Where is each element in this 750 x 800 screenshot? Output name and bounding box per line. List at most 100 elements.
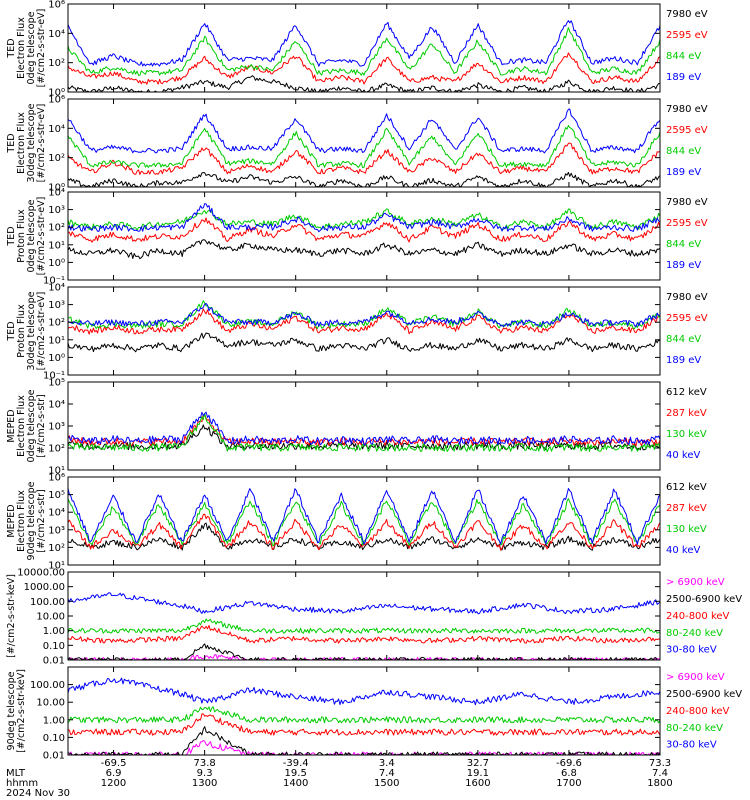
y-tick-label: 0.10 bbox=[43, 641, 65, 652]
series-line-30-80-kev bbox=[68, 592, 660, 615]
panel-traces bbox=[68, 488, 660, 551]
y-tick-label: 100.00 bbox=[30, 680, 65, 691]
series-line-130-kev bbox=[68, 498, 660, 546]
legend-entry: 40 keV bbox=[666, 545, 700, 556]
legend-entry: 287 keV bbox=[666, 503, 707, 514]
y-tick-label: 10.00 bbox=[36, 612, 65, 623]
legend-entry: 30-80 keV bbox=[666, 740, 717, 751]
series-line-7980-ev bbox=[68, 171, 660, 187]
series-line-30-80-kev bbox=[68, 677, 660, 706]
series-line-2500-6900-kev bbox=[68, 643, 660, 660]
x-tick-label: 73.8 bbox=[193, 758, 215, 769]
y-tick-label: 10² bbox=[48, 58, 65, 69]
series-line-80-240-kev bbox=[68, 706, 660, 724]
y-tick-label: 10⁵ bbox=[48, 378, 65, 389]
panel-7: 0.01 0.10 1.00 10.00 100.00 1000.00 10000.00[#… bbox=[6, 568, 742, 667]
y-tick-label: 10⁴ bbox=[48, 124, 65, 135]
legend-entry: > 6900 keV bbox=[666, 577, 725, 588]
y-axis-label: MEPED bbox=[6, 504, 17, 537]
y-axis-label: [#/cm2-s-str-eV] bbox=[36, 197, 47, 276]
legend-entry: > 6900 keV bbox=[666, 672, 725, 683]
y-tick-label: 10¹ bbox=[48, 466, 65, 477]
panel-frame bbox=[67, 476, 661, 566]
series-line-844-ev bbox=[68, 208, 660, 231]
panel-4: 10⁻¹ 10⁰ 10¹ 10² 10³ 10⁴ TED Proton Flux 30deg t… bbox=[6, 283, 708, 382]
y-axis-label: [#/cm2-s-str-eV] bbox=[36, 292, 47, 371]
y-tick-label: 10⁻¹ bbox=[43, 276, 65, 287]
y-axis-label: TED bbox=[6, 226, 17, 246]
y-axis-label: [#/cm2-s-str-eV] bbox=[36, 9, 47, 88]
y-tick-label: 10000.00 bbox=[17, 568, 65, 579]
panel-traces bbox=[68, 300, 660, 353]
y-tick-label: 10⁴ bbox=[48, 188, 65, 199]
y-axis-label: 0deg telescope bbox=[26, 11, 37, 84]
legend-entry: 844 eV bbox=[666, 334, 701, 345]
date-label: 2024 Nov 30 bbox=[6, 788, 70, 799]
legend-entry: 7980 eV bbox=[666, 104, 708, 115]
series-line-2595-ev bbox=[68, 217, 660, 243]
legend-entry: 80-240 keV bbox=[666, 628, 723, 639]
y-tick-label: 10³ bbox=[48, 300, 65, 311]
x-tick-label: 19.1 bbox=[467, 768, 489, 779]
x-tick-label: 1400 bbox=[283, 778, 308, 789]
y-axis-label: Proton Flux bbox=[16, 209, 27, 263]
y-tick-label: 1.00 bbox=[43, 715, 65, 726]
y-tick-label: 10² bbox=[48, 153, 65, 164]
y-axis-label: Electron Flux bbox=[16, 395, 27, 457]
legend-entry: 2500-6900 keV bbox=[666, 594, 742, 605]
y-tick-label: 10⁰ bbox=[48, 353, 65, 364]
panel-frame bbox=[67, 666, 661, 756]
panel-frame bbox=[67, 381, 661, 471]
panel-frame bbox=[67, 3, 661, 93]
x-tick-label: -39.4 bbox=[283, 758, 309, 769]
legend-entry: 844 eV bbox=[666, 146, 701, 157]
x-tick-label: 9.3 bbox=[197, 768, 213, 779]
y-tick-label: 10¹ bbox=[48, 240, 65, 251]
legend-entry: 189 eV bbox=[666, 167, 701, 178]
y-tick-label: 0.01 bbox=[43, 751, 65, 762]
y-tick-label: 10⁴ bbox=[48, 508, 65, 519]
panel-frame bbox=[67, 191, 661, 281]
y-axis-label: [#/cm2-s-str] bbox=[36, 394, 47, 457]
legend-entry: 287 keV bbox=[666, 408, 707, 419]
y-tick-label: 10² bbox=[48, 223, 65, 234]
y-axis-label: MEPED bbox=[6, 409, 17, 442]
panel-2: 10⁰ 10² 10⁴ 10⁶ TED Electron Flux 30deg telesc… bbox=[6, 95, 708, 194]
series-line-844-ev bbox=[68, 300, 660, 330]
y-axis-label: Electron Flux bbox=[16, 490, 27, 552]
x-tick-label: 3.4 bbox=[379, 758, 395, 769]
legend-entry: 40 keV bbox=[666, 450, 700, 461]
y-tick-label: 1000.00 bbox=[24, 582, 65, 593]
y-axis-label: 90deg telescope bbox=[26, 481, 37, 560]
legend-entry: 2500-6900 keV bbox=[666, 689, 742, 700]
y-tick-label: 0.01 bbox=[43, 656, 65, 667]
legend-entry: 2595 eV bbox=[666, 30, 708, 41]
panel-frame bbox=[67, 571, 661, 661]
y-tick-label: 10³ bbox=[48, 525, 65, 536]
x-tick-label: 1500 bbox=[374, 778, 399, 789]
legend-entry: 844 eV bbox=[666, 239, 701, 250]
y-tick-label: 10⁶ bbox=[48, 95, 65, 106]
series-line-80-240-kev bbox=[68, 618, 660, 634]
y-tick-label: 10² bbox=[48, 543, 65, 554]
legend-entry: 2595 eV bbox=[666, 125, 708, 136]
legend-entry: 612 keV bbox=[666, 387, 707, 398]
legend-entry: 130 keV bbox=[666, 524, 707, 535]
y-tick-label: 10³ bbox=[48, 422, 65, 433]
series-line-2595-ev bbox=[68, 308, 660, 335]
legend-entry: 189 eV bbox=[666, 260, 701, 271]
y-tick-label: 10⁶ bbox=[48, 0, 65, 11]
y-axis-label: Electron Flux bbox=[16, 112, 27, 174]
series-line-2595-ev bbox=[68, 52, 660, 85]
y-axis-label: 30deg telescope bbox=[26, 291, 37, 370]
legend-entry: 7980 eV bbox=[666, 9, 708, 20]
y-tick-label: 0.10 bbox=[43, 733, 65, 744]
x-axis-labels: MLThhmm-69.56.9120073.89.31300-39.419.51… bbox=[6, 758, 673, 799]
y-tick-label: 10¹ bbox=[48, 561, 65, 572]
panel-traces bbox=[68, 411, 660, 453]
panel-traces bbox=[68, 203, 660, 260]
x-tick-label: 32.7 bbox=[467, 758, 489, 769]
x-tick-label: -69.5 bbox=[101, 758, 127, 769]
panel-frame bbox=[67, 286, 661, 376]
series-line-7980-ev bbox=[68, 239, 660, 260]
